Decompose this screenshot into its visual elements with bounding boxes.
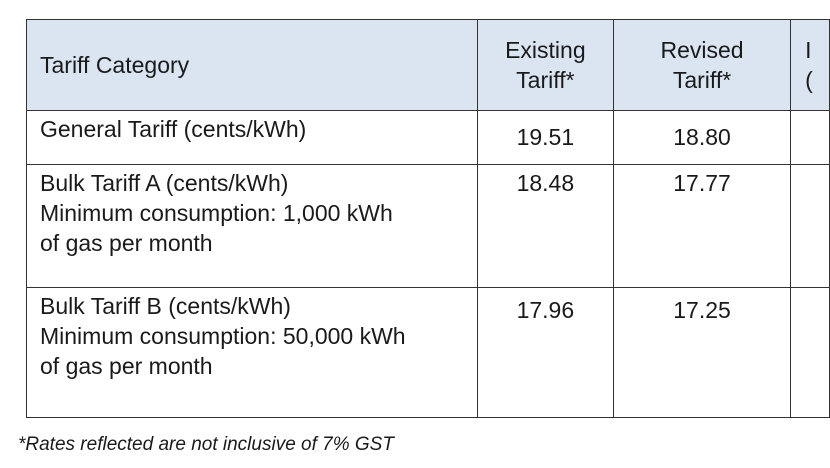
table-header-row: Tariff Category Existing Tariff* Revised… bbox=[26, 19, 830, 111]
header-revised-line1: Revised bbox=[660, 37, 744, 63]
table-row: Bulk Tariff A (cents/kWh) Minimum consum… bbox=[26, 164, 830, 288]
bulk-tariff-b-existing: 17.96 bbox=[476, 287, 614, 418]
bulk-tariff-b-category: Bulk Tariff B (cents/kWh) Minimum consum… bbox=[26, 287, 478, 418]
header-partial-line1: I bbox=[805, 37, 812, 63]
header-partial-line2: ( bbox=[805, 67, 813, 93]
tariff-table: Tariff Category Existing Tariff* Revised… bbox=[26, 19, 830, 418]
header-revised-line2: Tariff* bbox=[672, 67, 732, 93]
bulk-tariff-b-revised: 17.25 bbox=[612, 287, 792, 418]
bulk-tariff-a-partial-cell bbox=[790, 164, 830, 288]
table-row: General Tariff (cents/kWh) 19.51 18.80 bbox=[26, 110, 830, 165]
header-revised-tariff: Revised Tariff* bbox=[612, 19, 792, 111]
bulk-tariff-b-partial-cell bbox=[790, 287, 830, 418]
general-tariff-revised: 18.80 bbox=[612, 110, 792, 165]
header-existing-line1: Existing bbox=[505, 37, 586, 63]
table-row: Bulk Tariff B (cents/kWh) Minimum consum… bbox=[26, 287, 830, 418]
header-partial-column: I ( bbox=[790, 19, 830, 111]
general-tariff-category: General Tariff (cents/kWh) bbox=[26, 110, 478, 165]
bulk-tariff-a-existing: 18.48 bbox=[476, 164, 614, 288]
gst-footnote: *Rates reflected are not inclusive of 7%… bbox=[18, 434, 394, 455]
header-existing-line2: Tariff* bbox=[516, 67, 575, 93]
bulk-tariff-a-revised: 17.77 bbox=[612, 164, 792, 288]
general-tariff-partial-cell bbox=[790, 110, 830, 165]
general-tariff-existing: 19.51 bbox=[476, 110, 614, 165]
header-tariff-category: Tariff Category bbox=[26, 19, 478, 111]
bulk-tariff-a-category: Bulk Tariff A (cents/kWh) Minimum consum… bbox=[26, 164, 478, 288]
header-existing-tariff: Existing Tariff* bbox=[476, 19, 614, 111]
